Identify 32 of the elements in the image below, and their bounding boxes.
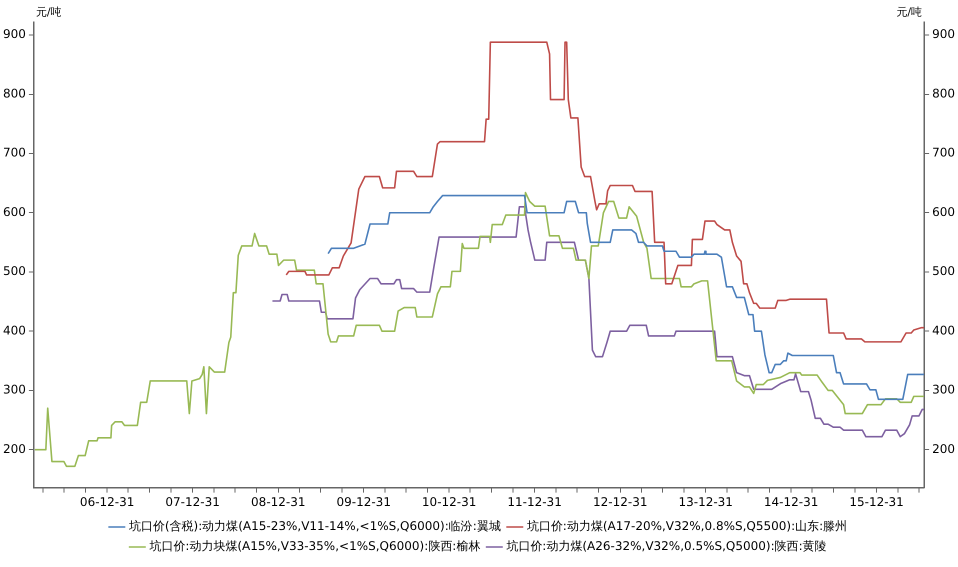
x-tick-label: 09-12-31	[336, 494, 391, 509]
y-tick-label: 200	[3, 442, 26, 456]
y2-tick-label: 900	[932, 27, 955, 42]
legend-label: 坑口价:动力块煤(A15%,V33-35%,<1%S,Q6000):陕西:榆林	[148, 539, 480, 554]
y-tick-label: 900	[3, 27, 26, 42]
x-tick-label: 15-12-31	[849, 494, 904, 509]
x-tick-label: 11-12-31	[507, 494, 562, 509]
y2-tick-label: 800	[932, 86, 955, 100]
legend-label: 坑口价(含税):动力煤(A15-23%,V11-14%,<1%S,Q6000):临汾:翼城	[128, 519, 501, 534]
y2-tick-label: 500	[932, 264, 955, 278]
y2-tick-label: 200	[932, 442, 955, 456]
y-axis-title: 元/吨	[36, 5, 62, 18]
y2-tick-label: 700	[932, 146, 955, 160]
y-tick-label: 300	[3, 382, 26, 397]
y2-tick-label: 600	[932, 204, 955, 219]
x-tick-label: 14-12-31	[764, 494, 818, 509]
x-tick-label: 12-12-31	[593, 494, 648, 509]
y-tick-label: 500	[3, 264, 26, 278]
legend-label: 坑口价:动力煤(A17-20%,V32%,0.8%S,Q5500):山东:滕州	[526, 519, 848, 534]
x-tick-label: 13-12-31	[678, 494, 733, 509]
y-tick-label: 700	[3, 146, 26, 160]
x-tick-label: 08-12-31	[251, 494, 306, 509]
y-tick-label: 600	[3, 204, 26, 219]
y2-tick-label: 400	[932, 323, 955, 338]
y-tick-label: 400	[3, 323, 26, 338]
y2-axis-title: 元/吨	[896, 5, 922, 18]
y2-tick-label: 300	[932, 382, 955, 397]
x-tick-label: 07-12-31	[165, 494, 220, 509]
y-tick-label: 800	[3, 86, 26, 100]
legend-label: 坑口价:动力煤(A26-32%,V32%,0.5%S,Q5000):陕西:黄陵	[505, 539, 827, 554]
x-tick-label: 06-12-31	[80, 494, 134, 509]
x-tick-label: 10-12-31	[422, 494, 476, 509]
